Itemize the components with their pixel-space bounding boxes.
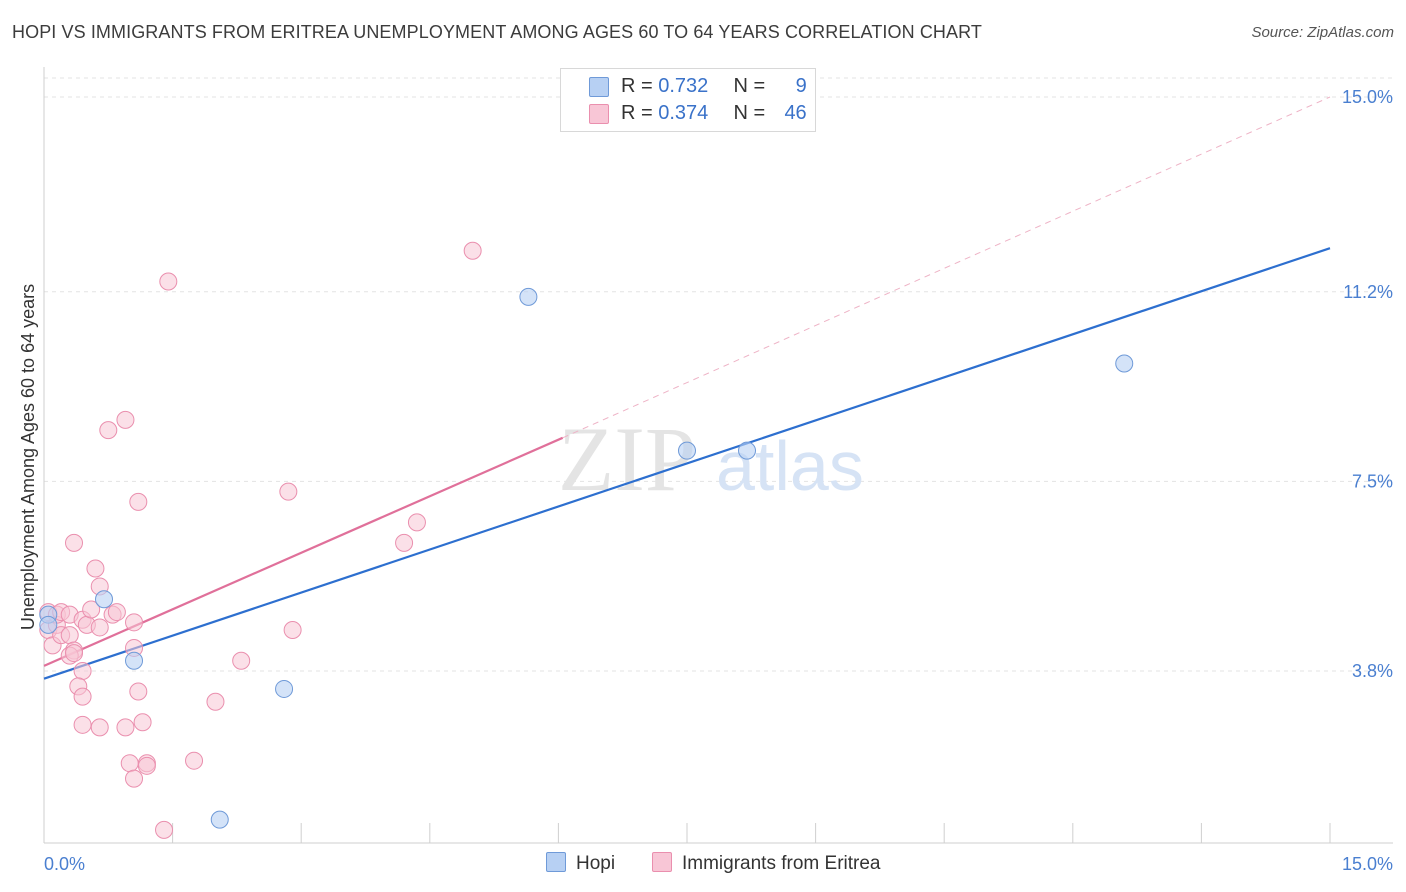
y-tick-label: 15.0% [1342,87,1393,107]
hopi-r-value: 0.732 [658,75,709,97]
eritrea-trend-line [43,436,564,667]
eritrea-point [73,715,92,734]
watermark-zip: ZIP [558,408,696,510]
eritrea-r-label: R = [621,102,659,124]
hopi-point [125,651,144,670]
hopi-point [738,441,757,460]
watermark-atlas: atlas [716,427,864,505]
eritrea-point [73,662,92,680]
eritrea-point [65,644,84,663]
hopi-n-value: 9 [795,75,807,97]
eritrea-point [73,687,92,706]
x-tick-label-max: 15.0% [1342,854,1393,874]
eritrea-point [120,754,139,773]
eritrea-legend-label: Immigrants from Eritrea [682,853,881,874]
hopi-n-label: N = [733,75,771,97]
data-points [39,241,1134,839]
bottom-legend-eritrea: Immigrants from Eritrea [652,852,880,875]
chart-title: HOPI VS IMMIGRANTS FROM ERITREA UNEMPLOY… [12,22,982,42]
eritrea-point [407,513,426,532]
hopi-point [39,615,58,634]
x-tick-labels: 0.0% 15.0% [44,854,1393,874]
eritrea-swatch [589,104,609,124]
eritrea-point [137,756,156,775]
eritrea-point [116,410,135,429]
eritrea-n-value: 46 [784,102,807,124]
eritrea-point [90,718,109,737]
y-tick-label: 11.2% [1343,282,1393,302]
hopi-point [678,441,696,460]
eritrea-point [185,751,204,770]
y-axis-label: Unemployment Among Ages 60 to 64 years [18,284,38,630]
eritrea-r-value: 0.374 [658,102,709,124]
axes [43,67,1393,844]
eritrea-point [206,692,225,711]
eritrea-point [159,272,178,291]
eritrea-point [65,533,84,552]
hopi-point [210,810,229,829]
eritrea-point [129,682,148,701]
trend-lines [43,96,1331,680]
eritrea-point [125,769,144,788]
eritrea-point [155,820,174,839]
eritrea-point [133,713,152,732]
eritrea-point [82,600,101,619]
eritrea-n-label: N = [733,102,771,124]
eritrea-point [86,559,105,578]
hopi-point [275,679,294,698]
eritrea-trend-extension [562,96,1331,439]
stats-legend: R = 0.732 N = 9 R = 0.374 N = 46 [560,68,816,132]
hopi-legend-swatch [546,852,566,872]
bottom-legend-hopi: Hopi [546,852,615,875]
eritrea-legend-swatch [652,852,672,872]
hopi-swatch [589,77,609,97]
y-tick-label: 7.5% [1352,471,1393,491]
x-tick-label-min: 0.0% [44,854,85,874]
eritrea-point [125,613,144,632]
eritrea-point [116,718,135,737]
eritrea-point [463,241,482,260]
y-tick-labels: 3.8% 7.5% 11.2% 15.0% [1342,87,1393,681]
hopi-point [519,287,538,306]
grid-lines [44,77,1393,672]
hopi-r-label: R = [621,75,659,97]
eritrea-point [283,621,302,639]
hopi-point [95,590,114,609]
eritrea-point [395,533,414,552]
eritrea-point [60,626,79,645]
y-tick-label: 3.8% [1352,661,1393,681]
hopi-point [1115,354,1134,373]
eritrea-point [279,482,298,501]
eritrea-point [129,492,148,511]
hopi-legend-label: Hopi [576,853,616,874]
eritrea-point [107,603,126,622]
eritrea-point [232,651,251,670]
eritrea-point [99,421,118,440]
eritrea-point [90,618,109,637]
source-label: Source: ZipAtlas.com [1251,24,1394,41]
hopi-trend-line [43,247,1331,680]
